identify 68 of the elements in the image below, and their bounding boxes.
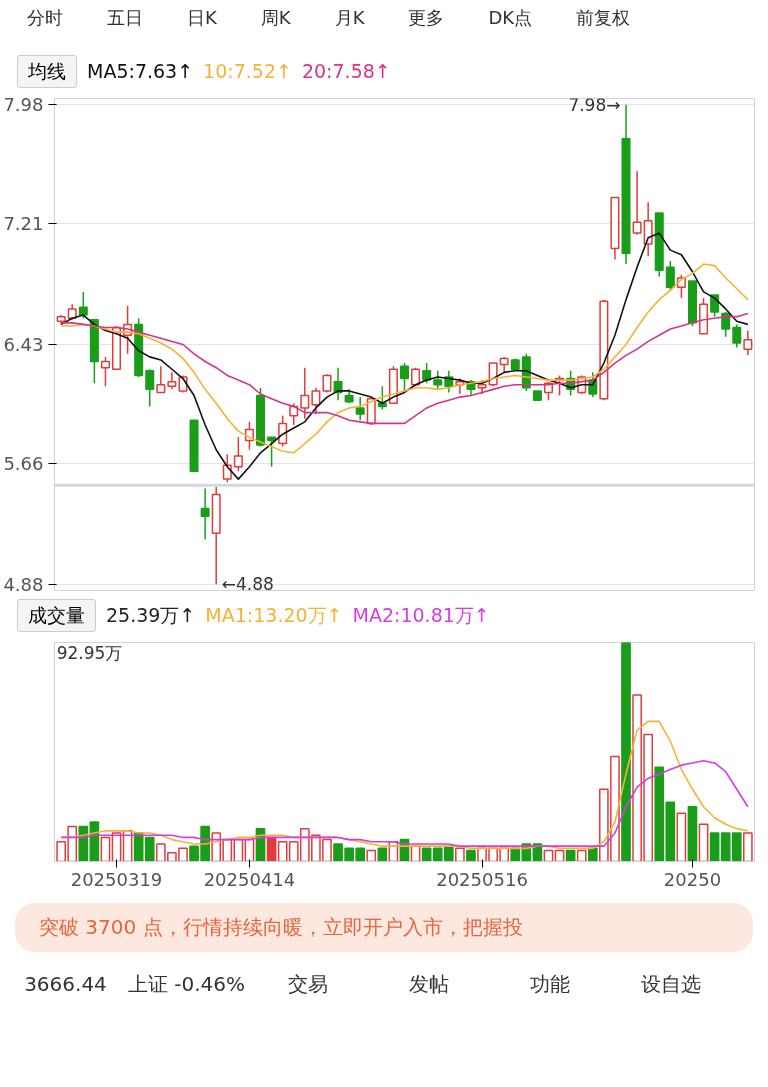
text: 20:7.58↑ — [301, 59, 391, 84]
text: 五日 — [107, 6, 143, 30]
bar — [743, 832, 753, 862]
candlestick — [100, 356, 110, 388]
y-tick-label: 6.43 — [3, 334, 44, 355]
candlestick — [732, 323, 742, 349]
candlestick — [355, 396, 365, 422]
annotation: ←4.88 — [221, 574, 274, 595]
text: MA2:10.81万↑ — [352, 603, 490, 628]
y-tick-label: 7.98 — [3, 94, 44, 116]
candlestick — [156, 365, 166, 394]
bar — [621, 642, 631, 862]
y-tick-label: 7.21 — [3, 213, 44, 235]
text: 交易 — [286, 970, 329, 998]
candlestick — [233, 436, 243, 473]
candlestick — [311, 387, 321, 415]
legend-title: 均线 — [17, 55, 77, 89]
annotation: 7.98→ — [568, 94, 621, 115]
x-tick-label: 20250319 — [70, 868, 163, 890]
text: 发帖 — [407, 970, 450, 998]
x-tick-label: 20250516 — [436, 868, 528, 890]
candlestick — [632, 170, 642, 236]
text: 月K — [334, 6, 365, 30]
bar — [587, 847, 598, 862]
x-tick-label: 20250 — [663, 868, 722, 890]
x-tick-label: 20250414 — [203, 868, 296, 890]
bar — [100, 836, 111, 862]
bar — [687, 806, 698, 862]
candlestick — [200, 487, 210, 541]
bar — [676, 812, 687, 862]
bar — [709, 832, 720, 862]
candlestick — [222, 453, 232, 483]
text: MA1:13.20万↑ — [205, 603, 343, 628]
text: 日K — [187, 6, 217, 30]
bar — [576, 849, 587, 862]
text: 上证 -0.46% — [126, 970, 247, 998]
text: 周K — [260, 6, 291, 30]
candlestick — [145, 368, 155, 408]
candlestick — [300, 366, 310, 420]
candlestick — [743, 329, 753, 357]
text: 10:7.52↑ — [203, 59, 292, 84]
text: DK点 — [488, 6, 533, 30]
text: 功能 — [528, 970, 571, 998]
text: 3666.44 — [23, 970, 108, 998]
bar — [455, 847, 465, 862]
y-tick-label: 5.66 — [3, 453, 44, 475]
annotation: 92.95万 — [56, 642, 123, 663]
candlestick — [643, 201, 653, 258]
text: 更多 — [408, 6, 445, 30]
line-series — [60, 263, 749, 454]
text: 设自选 — [639, 970, 702, 998]
candlestick — [721, 311, 731, 338]
y-tick-label: 4.88 — [3, 573, 44, 595]
candlestick — [422, 362, 432, 384]
candlestick — [433, 370, 443, 391]
bar — [366, 849, 377, 862]
candlestick — [665, 260, 675, 292]
candlestick — [399, 362, 410, 392]
text: MA5:7.63↑ — [87, 59, 194, 84]
bar — [698, 823, 709, 862]
text: 突破 3700 点，行情持续向暖，立即开户入市，把握投 — [15, 903, 753, 952]
text: 25.39万↑ — [106, 603, 196, 628]
text: 分时 — [27, 6, 63, 30]
line-series — [60, 232, 749, 480]
bar — [78, 825, 89, 862]
legend-title: 成交量 — [17, 599, 96, 633]
text: 前复权 — [576, 6, 631, 30]
bar — [466, 849, 476, 862]
